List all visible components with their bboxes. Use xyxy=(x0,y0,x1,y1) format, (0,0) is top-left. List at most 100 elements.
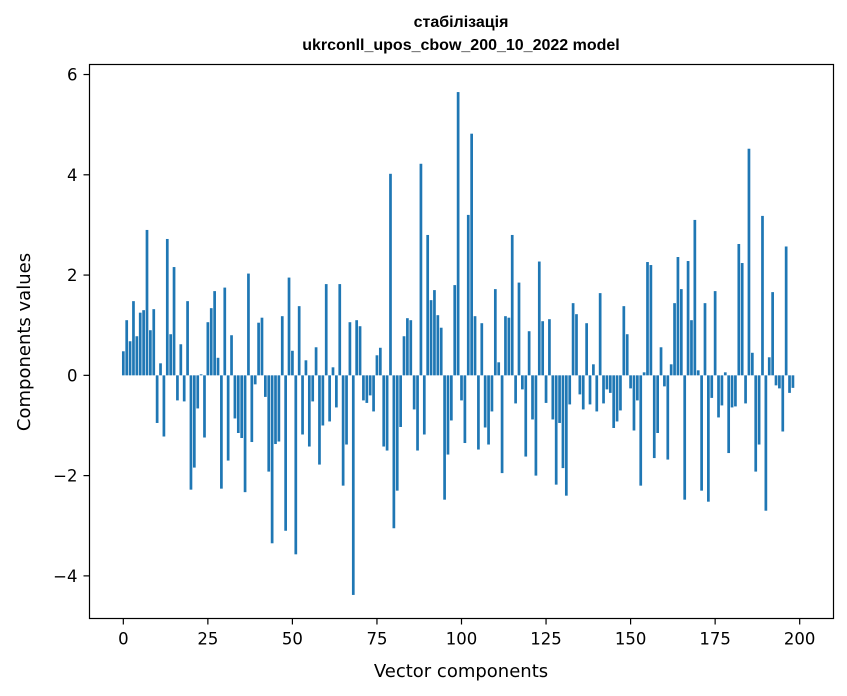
bar-163 xyxy=(673,303,676,376)
bar-26 xyxy=(209,308,213,376)
bar-62 xyxy=(331,367,335,376)
bar-2 xyxy=(128,341,132,376)
chart-title: стабілізація xyxy=(414,14,509,31)
bar-8 xyxy=(149,330,152,376)
x-axis-label: Vector components xyxy=(374,661,548,682)
bar-49 xyxy=(287,277,291,376)
bar-97 xyxy=(450,375,453,421)
bar-31 xyxy=(226,375,230,461)
bar-3 xyxy=(132,301,135,376)
bar-29 xyxy=(220,375,223,489)
bar-116 xyxy=(514,375,517,404)
bar-113 xyxy=(504,316,507,376)
bar-106 xyxy=(480,323,484,376)
bar-53 xyxy=(301,375,304,435)
bar-43 xyxy=(267,375,271,472)
bar-58 xyxy=(318,375,321,465)
bar-165 xyxy=(679,289,683,376)
bar-68 xyxy=(351,375,355,595)
bar-51 xyxy=(294,375,298,555)
bar-156 xyxy=(649,265,653,376)
bar-161 xyxy=(666,375,670,460)
bar-103 xyxy=(470,133,473,376)
bar-76 xyxy=(378,347,382,376)
bar-55 xyxy=(307,375,311,447)
bar-158 xyxy=(656,375,659,433)
y-tick-label--2: −2 xyxy=(53,467,77,486)
bar-186 xyxy=(750,352,754,376)
bar-74 xyxy=(372,375,375,412)
bar-152 xyxy=(636,375,639,401)
bar-5 xyxy=(138,312,142,376)
bar-127 xyxy=(551,375,555,420)
bar-193 xyxy=(774,375,778,386)
bar-107 xyxy=(483,375,487,428)
bar-198 xyxy=(791,375,795,388)
bar-118 xyxy=(521,375,524,390)
bar-180 xyxy=(730,375,734,408)
bar-60 xyxy=(324,284,328,376)
bar-176 xyxy=(717,375,720,418)
bar-189 xyxy=(761,215,764,376)
bar-132 xyxy=(568,375,572,405)
bar-72 xyxy=(365,375,369,403)
bar-117 xyxy=(517,282,521,376)
bar-9 xyxy=(152,309,156,376)
bar-42 xyxy=(264,375,267,397)
bar-81 xyxy=(395,375,399,491)
bar-14 xyxy=(169,334,173,376)
bar-151 xyxy=(632,375,636,431)
bar-87 xyxy=(416,375,419,451)
bar-67 xyxy=(348,322,352,376)
bar-170 xyxy=(696,370,700,376)
y-tick-label-6: 6 xyxy=(67,66,78,85)
bar-147 xyxy=(619,375,622,411)
bar-61 xyxy=(328,375,331,422)
bar-15 xyxy=(172,267,176,376)
bar-88 xyxy=(419,163,423,376)
bar-139 xyxy=(592,364,595,376)
bar-104 xyxy=(473,316,477,376)
bar-82 xyxy=(399,375,402,427)
bar-131 xyxy=(564,375,568,496)
bar-105 xyxy=(477,375,480,450)
bar-56 xyxy=(311,375,315,402)
bar-16 xyxy=(176,375,179,401)
bar-64 xyxy=(338,284,342,376)
y-axis: −4 −2 0 2 4 6 xyxy=(53,66,90,586)
bar-50 xyxy=(291,350,294,376)
bar-30 xyxy=(223,287,227,376)
bar-25 xyxy=(206,322,210,376)
bar-24 xyxy=(203,375,206,438)
x-tick-label-50: 50 xyxy=(282,630,303,649)
bar-0 xyxy=(121,351,125,376)
y-tick-label--4: −4 xyxy=(53,567,77,586)
bar-188 xyxy=(757,375,761,445)
bar-154 xyxy=(642,372,646,376)
bar-75 xyxy=(375,355,379,376)
bar-12 xyxy=(162,375,166,437)
bar-179 xyxy=(727,375,731,454)
bar-149 xyxy=(625,334,629,376)
bar-73 xyxy=(368,375,372,396)
bar-124 xyxy=(541,321,545,376)
bar-13 xyxy=(165,238,169,376)
bar-159 xyxy=(659,347,663,376)
bar-157 xyxy=(652,375,656,459)
bar-84 xyxy=(406,318,409,376)
bar-137 xyxy=(585,323,588,376)
bar-46 xyxy=(277,375,281,442)
bar-129 xyxy=(558,375,561,423)
bar-114 xyxy=(507,317,511,376)
bar-112 xyxy=(500,375,504,474)
x-tick-label-175: 175 xyxy=(699,630,731,649)
bar-174 xyxy=(710,375,714,398)
bar-10 xyxy=(155,375,159,423)
bar-160 xyxy=(663,375,666,387)
bar-6 xyxy=(142,310,145,376)
bar-44 xyxy=(270,375,274,544)
bar-123 xyxy=(537,261,541,376)
bar-101 xyxy=(463,375,467,444)
bar-85 xyxy=(409,320,413,376)
x-tick-label-25: 25 xyxy=(197,630,218,649)
